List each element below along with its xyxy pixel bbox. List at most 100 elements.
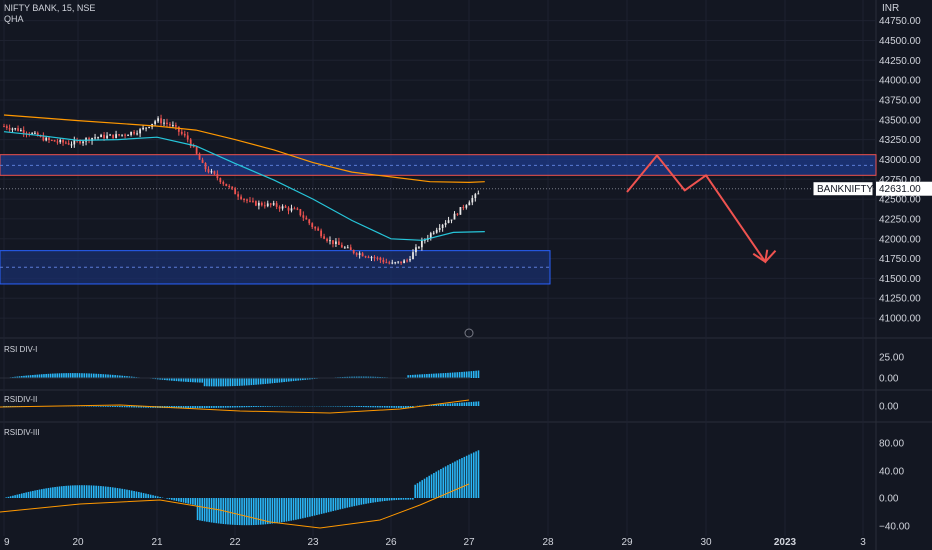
candle-body: [293, 208, 296, 210]
candle-body: [376, 257, 379, 259]
candle-body: [284, 206, 287, 208]
candle-body: [36, 132, 39, 137]
candle-body: [329, 240, 331, 242]
candles: [3, 114, 480, 265]
time-tick: 29: [621, 537, 633, 548]
candle-body: [394, 262, 397, 264]
currency-label[interactable]: INR: [882, 3, 900, 14]
candle-body: [118, 134, 120, 136]
candle-body: [290, 208, 293, 211]
candle-body: [91, 137, 93, 141]
candle-body: [343, 247, 346, 249]
time-tick: 21: [151, 537, 163, 548]
rsi-div-iii-signal: [0, 483, 470, 529]
candle-body: [263, 205, 266, 207]
candle-body: [183, 133, 186, 136]
candle-body: [59, 139, 62, 143]
pane-label-rsi-div-ii[interactable]: RSIDIV-II: [4, 395, 38, 404]
candle-body: [145, 127, 147, 129]
candle-body: [201, 159, 204, 163]
price-tick: 43750.00: [879, 95, 921, 106]
candle-body: [308, 219, 311, 224]
replay-icon: [464, 328, 474, 338]
candle-body: [48, 137, 50, 141]
time-tick: 9: [4, 537, 10, 548]
pane-bg: [0, 341, 876, 389]
candle-body: [364, 256, 367, 258]
price-tag: 42631.00: [879, 184, 921, 195]
candle-body: [5, 126, 8, 129]
time-tick: 3: [860, 537, 866, 548]
candle-body: [361, 253, 364, 257]
candle-body: [257, 202, 260, 206]
candle-body: [367, 256, 370, 258]
candle-body: [453, 213, 456, 220]
candle-body: [225, 183, 228, 187]
candle-body: [198, 153, 201, 160]
candle-body: [234, 188, 237, 195]
price-tick: 44000.00: [879, 76, 921, 87]
candle-body: [130, 131, 132, 135]
candle-body: [249, 200, 251, 202]
candle-body: [216, 173, 219, 179]
candle-body: [3, 126, 5, 128]
support-zone: [0, 250, 551, 285]
time-axis[interactable]: 9 20 21 22 23 26 27 28 29 30 2023 3: [4, 537, 866, 548]
candle-body: [281, 206, 284, 209]
price-tick: 43000.00: [879, 155, 921, 166]
candle-body: [441, 224, 444, 228]
candle-body: [255, 201, 257, 206]
candle-body: [246, 199, 248, 201]
price-tick: 44750.00: [879, 16, 921, 27]
candle-body: [139, 129, 141, 134]
candle-body: [358, 253, 361, 255]
pane-label-rsi-div-i[interactable]: RSI DIV-I: [4, 345, 38, 354]
candle-body: [379, 257, 382, 260]
pane-label-rsi-div-iii[interactable]: RSIDIV-III: [4, 428, 40, 437]
candle-body: [305, 217, 308, 220]
candle-body: [320, 230, 323, 237]
candle-body: [415, 247, 417, 253]
candle-body: [222, 182, 225, 184]
candle-body: [34, 132, 36, 134]
candle-body: [31, 133, 34, 135]
candle-body: [296, 208, 299, 210]
candle-body: [412, 252, 414, 260]
time-tick: 20: [72, 537, 84, 548]
candle-body: [388, 262, 391, 264]
candle-body: [19, 130, 22, 132]
moving-average-lines: [3, 114, 485, 241]
candle-body: [106, 135, 108, 139]
price-axis[interactable]: 44750.00 44500.00 44250.00 44000.00 43750.00…: [879, 16, 921, 532]
candle-body: [73, 140, 76, 145]
pane-tick: 0.00: [879, 494, 899, 505]
price-tick: 42750.00: [879, 175, 921, 186]
candle-body: [317, 228, 320, 231]
candle-body: [260, 202, 263, 206]
candle-body: [409, 259, 411, 261]
price-tick: 44500.00: [879, 36, 921, 47]
candle-body: [323, 236, 325, 239]
candle-body: [14, 128, 17, 130]
candle-body: [207, 169, 210, 173]
candle-body: [204, 162, 207, 170]
candle-body: [124, 134, 126, 136]
candle-body: [186, 135, 189, 140]
candle-body: [385, 262, 388, 264]
candle-body: [403, 260, 406, 264]
candle-body: [438, 227, 441, 230]
symbol-title[interactable]: NIFTY BANK, 15, NSE: [4, 3, 96, 13]
candle-body: [474, 194, 477, 199]
candle-body: [82, 141, 84, 144]
pane-tick: 0.00: [879, 402, 899, 413]
candle-body: [8, 128, 11, 130]
candle-body: [64, 142, 67, 144]
candle-body: [94, 137, 96, 139]
candle-body: [459, 207, 462, 215]
indicator-name[interactable]: QHA: [4, 14, 24, 24]
candle-body: [148, 126, 150, 128]
candle-body: [462, 207, 465, 209]
indicator-panes: [0, 370, 480, 529]
candle-body: [228, 186, 231, 188]
